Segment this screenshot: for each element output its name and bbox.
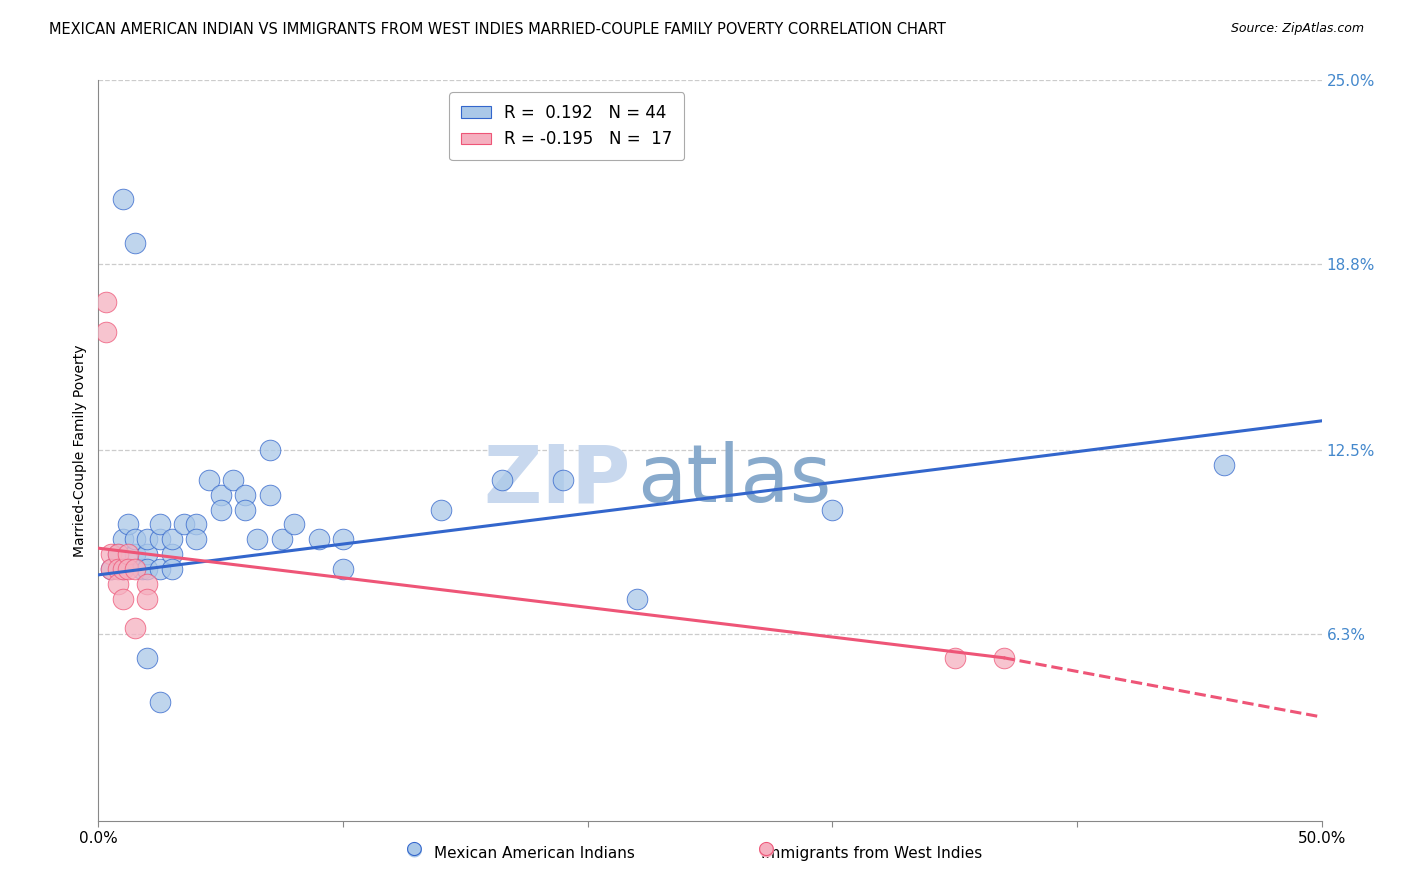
Point: [173, 517, 195, 532]
Point: [209, 488, 232, 502]
Point: [136, 562, 159, 576]
Point: [94, 325, 117, 339]
Point: [332, 562, 354, 576]
Point: [111, 591, 134, 606]
Point: [553, 473, 575, 487]
Point: [332, 533, 354, 547]
Point: [111, 533, 134, 547]
Point: [149, 695, 172, 709]
Text: MEXICAN AMERICAN INDIAN VS IMMIGRANTS FROM WEST INDIES MARRIED-COUPLE FAMILY POV: MEXICAN AMERICAN INDIAN VS IMMIGRANTS FR…: [49, 22, 946, 37]
Point: [259, 443, 281, 458]
Text: ○: ○: [758, 839, 775, 858]
Point: [131, 562, 153, 576]
Point: [233, 502, 256, 516]
Point: [186, 533, 208, 547]
Point: [124, 621, 146, 635]
Text: ●: ●: [758, 839, 775, 858]
Point: [160, 562, 183, 576]
Point: [136, 533, 159, 547]
Point: [94, 295, 117, 310]
Text: Immigrants from West Indies: Immigrants from West Indies: [761, 846, 983, 861]
Point: [197, 473, 219, 487]
Point: [136, 576, 159, 591]
Point: [117, 547, 139, 561]
Point: [124, 547, 146, 561]
Point: [993, 650, 1015, 665]
Point: [107, 562, 129, 576]
Point: [100, 562, 122, 576]
Point: [100, 562, 122, 576]
Text: Source: ZipAtlas.com: Source: ZipAtlas.com: [1230, 22, 1364, 36]
Point: [149, 517, 172, 532]
Point: [270, 533, 294, 547]
Point: [136, 547, 159, 561]
Point: [246, 533, 269, 547]
Point: [943, 650, 966, 665]
Point: [259, 488, 281, 502]
Point: [430, 502, 453, 516]
Legend: R =  0.192   N = 44, R = -0.195   N =  17: R = 0.192 N = 44, R = -0.195 N = 17: [450, 92, 685, 160]
Point: [107, 576, 129, 591]
Point: [149, 562, 172, 576]
Point: [308, 533, 330, 547]
Point: [107, 547, 129, 561]
Point: [491, 473, 513, 487]
Point: [100, 547, 122, 561]
Point: [107, 547, 129, 561]
Point: [160, 533, 183, 547]
Point: [626, 591, 648, 606]
Point: [124, 562, 146, 576]
Point: [117, 562, 139, 576]
Point: [111, 192, 134, 206]
Text: ○: ○: [406, 839, 423, 858]
Point: [111, 562, 134, 576]
Point: [233, 488, 256, 502]
Text: ZIP: ZIP: [484, 441, 630, 519]
Point: [124, 533, 146, 547]
Point: [821, 502, 844, 516]
Point: [186, 517, 208, 532]
Point: [222, 473, 245, 487]
Text: ●: ●: [406, 839, 423, 858]
Point: [124, 236, 146, 251]
Text: Mexican American Indians: Mexican American Indians: [434, 846, 634, 861]
Point: [1212, 458, 1234, 473]
Point: [149, 533, 172, 547]
Point: [209, 502, 232, 516]
Point: [117, 517, 139, 532]
Point: [136, 650, 159, 665]
Point: [160, 547, 183, 561]
Point: [111, 562, 134, 576]
Y-axis label: Married-Couple Family Poverty: Married-Couple Family Poverty: [73, 344, 87, 557]
Point: [283, 517, 305, 532]
Text: atlas: atlas: [637, 441, 831, 519]
Point: [136, 591, 159, 606]
